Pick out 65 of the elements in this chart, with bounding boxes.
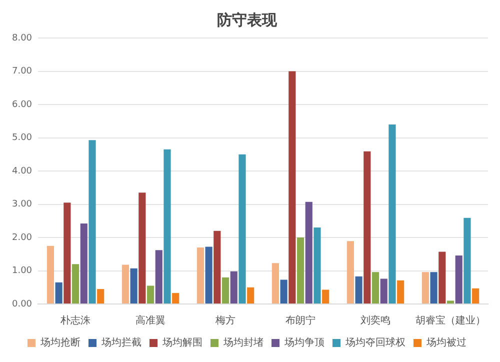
legend-label: 场均抢断 [40, 336, 80, 349]
y-tick-label: 4.00 [12, 166, 32, 176]
bar [230, 271, 238, 304]
bar [172, 293, 180, 304]
x-tick-label: 朴志洙 [60, 314, 91, 327]
bar [397, 280, 404, 304]
bar [314, 228, 321, 304]
y-tick-label: 2.00 [12, 232, 32, 243]
bar [272, 263, 279, 304]
bar [422, 272, 429, 304]
bar [438, 252, 446, 304]
x-tick-label: 布朗宁 [286, 314, 316, 327]
chart-title: 防守表现 [217, 10, 278, 29]
bar [164, 149, 171, 304]
bar [372, 272, 380, 304]
bar [380, 278, 388, 304]
x-tick-label: 高准翼 [136, 314, 166, 327]
bar [305, 202, 312, 304]
bar [222, 277, 230, 304]
bar [364, 151, 371, 304]
y-tick-label: 7.00 [12, 66, 32, 77]
y-tick-label: 5.00 [12, 133, 32, 144]
y-tick-label: 8.00 [12, 33, 32, 44]
bar [64, 202, 71, 304]
legend-label: 场均拦截 [100, 336, 142, 349]
y-tick-label: 0.00 [12, 299, 32, 310]
bar [196, 247, 204, 304]
legend-label: 场均夺回球权 [344, 336, 406, 349]
bar [146, 286, 154, 304]
bar [214, 230, 221, 304]
y-tick-label: 1.00 [12, 266, 32, 276]
legend-label: 场均封堵 [222, 336, 264, 349]
bar [280, 280, 288, 304]
y-tick-label: 3.00 [12, 200, 32, 210]
bar [247, 287, 254, 304]
bar [122, 264, 130, 304]
bar [138, 192, 146, 304]
bar [46, 246, 54, 304]
bar [205, 246, 212, 304]
bar [130, 268, 138, 304]
bar [72, 264, 80, 304]
bar [97, 289, 104, 304]
bar [455, 255, 462, 304]
legend-label: 场均解围 [162, 336, 202, 349]
bar [322, 290, 330, 304]
bar [88, 140, 96, 304]
bar [464, 218, 471, 304]
bar [346, 241, 354, 304]
bar [296, 238, 304, 304]
legend-label: 场均被过 [426, 336, 466, 349]
bar [388, 124, 396, 304]
bar [430, 272, 438, 304]
bar [355, 276, 362, 304]
bar [80, 224, 88, 304]
bar [288, 71, 296, 304]
legend-label: 场均争顶 [284, 336, 324, 349]
bar [472, 288, 480, 304]
x-tick-label: 梅方 [214, 314, 236, 327]
bar [155, 250, 162, 304]
bar [446, 300, 454, 304]
y-tick-label: 6.00 [12, 100, 32, 110]
x-tick-label: 刘奕鸣 [360, 314, 391, 327]
bar [55, 282, 62, 304]
x-tick-label: 胡睿宝（建业） [416, 314, 486, 327]
bar [238, 154, 246, 304]
